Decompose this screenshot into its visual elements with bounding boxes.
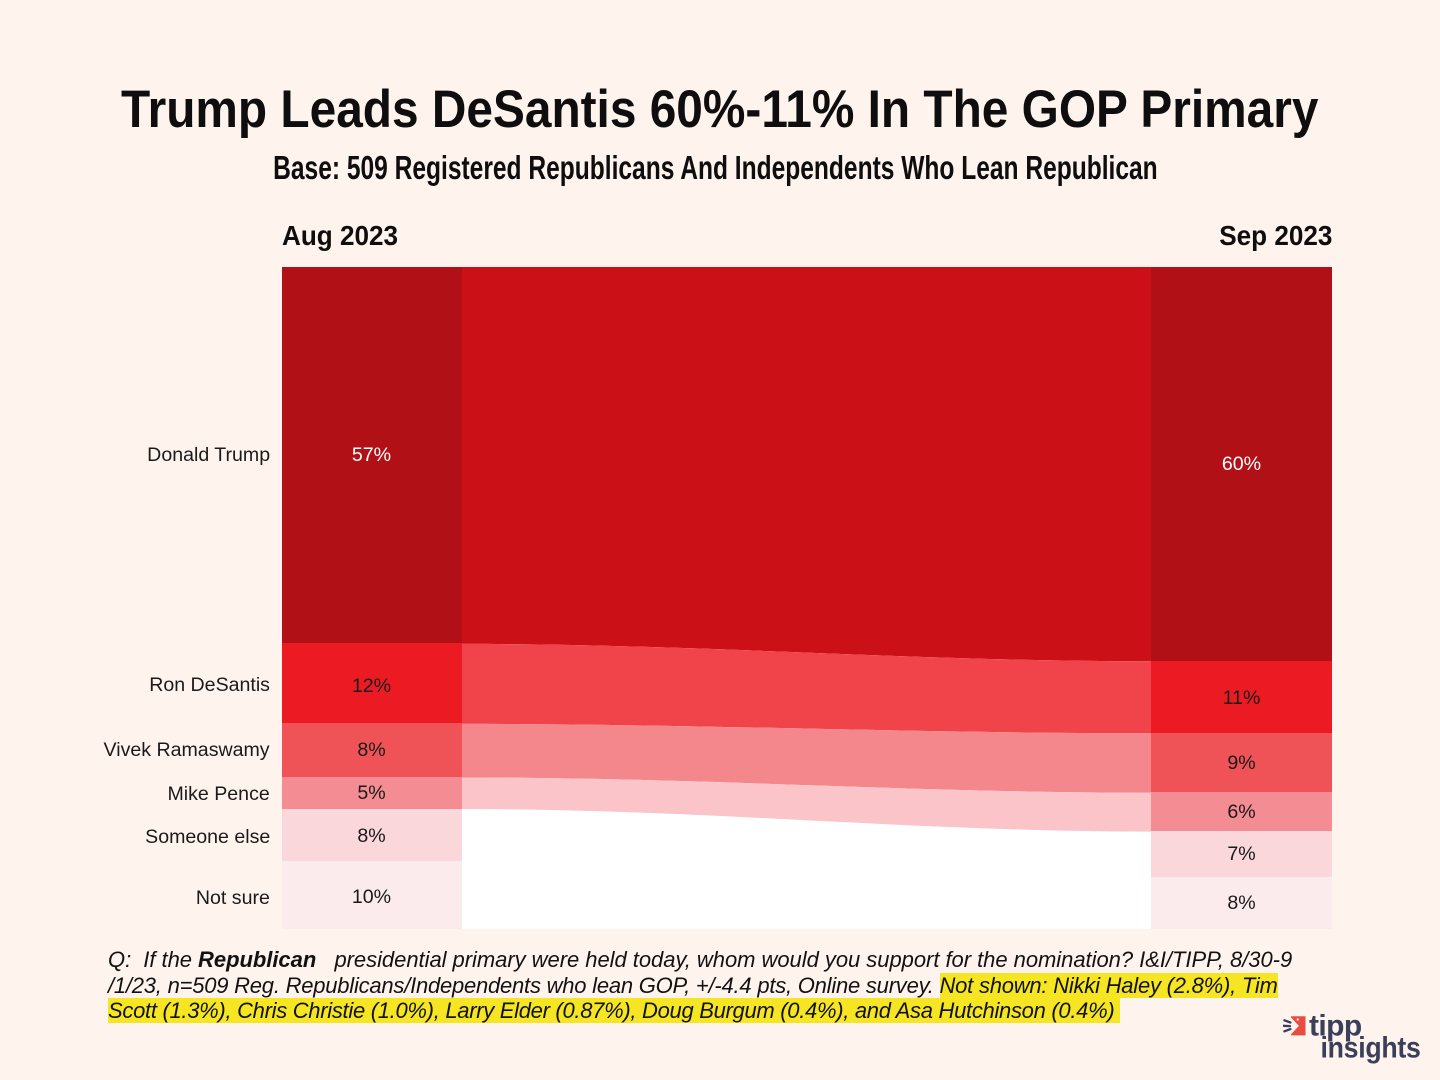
svg-text:insights: insights bbox=[1321, 1031, 1421, 1065]
svg-text:tipp: tipp bbox=[1309, 1010, 1362, 1043]
